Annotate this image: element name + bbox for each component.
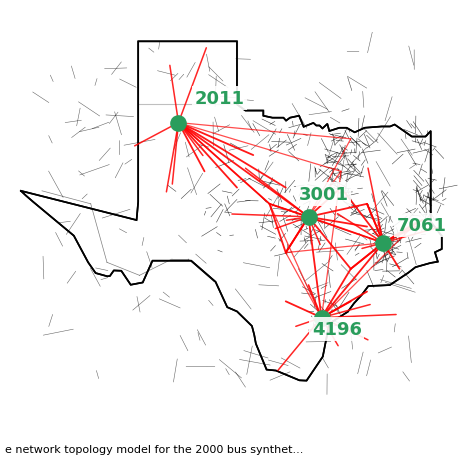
Text: 4196: 4196	[312, 320, 362, 338]
Text: e network topology model for the 2000 bus synthet...: e network topology model for the 2000 bu…	[5, 444, 303, 454]
Text: 2011: 2011	[195, 90, 245, 108]
Text: 7061: 7061	[396, 216, 446, 234]
Point	[380, 240, 387, 247]
Text: 3001: 3001	[299, 185, 349, 203]
Point	[318, 314, 325, 322]
Point	[305, 214, 312, 221]
Polygon shape	[21, 42, 442, 381]
Point	[175, 120, 182, 127]
